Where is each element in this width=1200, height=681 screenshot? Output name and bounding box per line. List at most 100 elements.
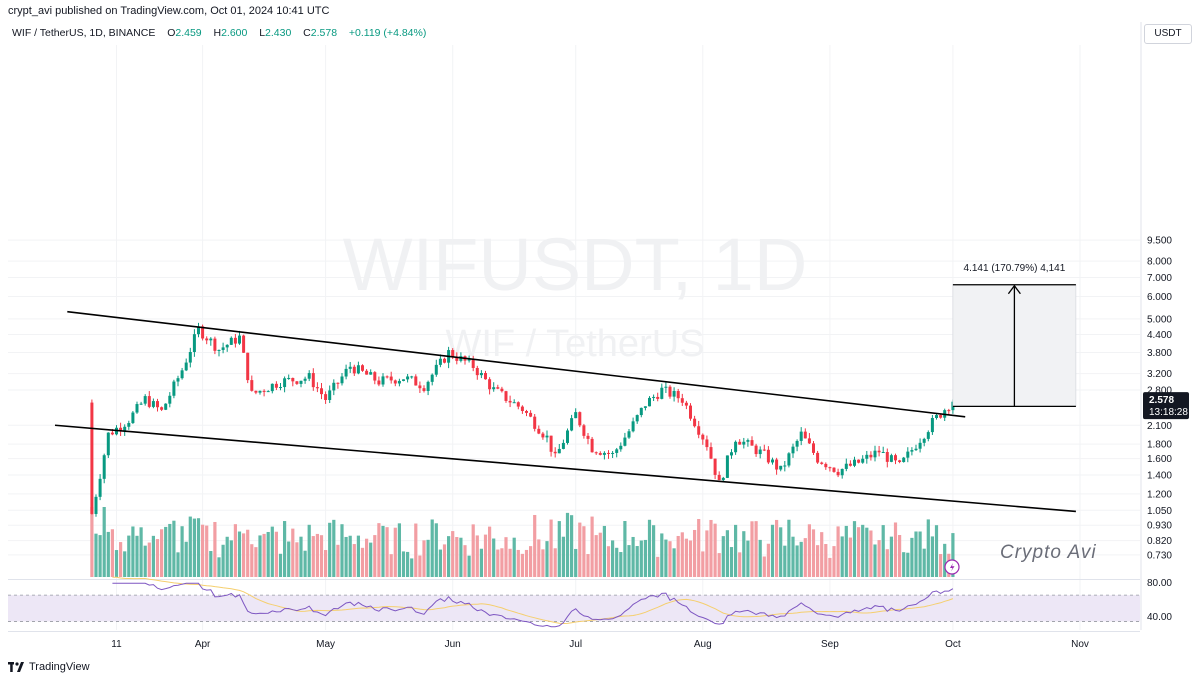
candle-body — [516, 402, 520, 407]
volume-bar — [824, 544, 828, 577]
candle-body — [570, 418, 574, 431]
price-tick-label: 5.000 — [1147, 314, 1172, 325]
candle-body — [434, 364, 438, 375]
volume-bar — [451, 531, 455, 577]
time-tick-label: May — [316, 639, 335, 650]
candle-body — [898, 460, 902, 462]
volume-bar — [492, 538, 496, 577]
volume-bar — [537, 539, 541, 577]
volume-bar — [709, 519, 713, 577]
volume-bar — [254, 547, 258, 577]
volume-bar — [299, 536, 303, 577]
volume-bar — [385, 527, 389, 577]
volume-bar — [746, 540, 750, 577]
candle-body — [180, 370, 184, 379]
price-tick-label: 9.500 — [1147, 236, 1172, 247]
candle-body — [287, 377, 291, 379]
volume-bar — [820, 532, 824, 577]
time-tick-label: Sep — [821, 639, 839, 650]
candle-body — [205, 338, 209, 341]
last-price-label: 2.578 — [1149, 395, 1174, 406]
high-label: H — [213, 27, 222, 39]
candle-body — [648, 397, 651, 407]
candle-body — [365, 370, 369, 375]
price-tick-label: 6.000 — [1147, 292, 1172, 303]
candle-body — [787, 453, 791, 466]
volume-bar — [270, 526, 274, 577]
volume-bar — [873, 544, 877, 577]
volume-bar — [155, 539, 160, 577]
candle-body — [520, 406, 524, 412]
volume-bar — [664, 539, 668, 577]
candle-body — [233, 337, 237, 344]
volume-bars — [90, 507, 955, 577]
candle-body — [795, 440, 799, 447]
volume-bar — [377, 523, 381, 577]
tradingview-brand-text: TradingView — [29, 661, 90, 673]
volume-bar — [315, 533, 319, 577]
candle-body — [438, 358, 442, 365]
volume-bar — [898, 535, 902, 577]
volume-bar — [734, 524, 738, 577]
volume-bar — [524, 549, 529, 577]
volume-bar — [180, 526, 184, 577]
candle-body — [947, 410, 951, 412]
volume-bar — [881, 525, 885, 577]
volume-bar — [426, 539, 430, 577]
price-tick-label: 0.930 — [1147, 521, 1172, 532]
candle-body — [742, 441, 746, 445]
price-tick-label: 3.200 — [1147, 369, 1172, 380]
candle-body — [684, 402, 688, 406]
candle-body — [430, 374, 434, 382]
volume-bar — [766, 543, 770, 577]
candle-body — [406, 376, 410, 380]
volume-bar — [172, 520, 176, 577]
candle-body — [902, 457, 906, 462]
candle-body — [98, 478, 102, 497]
volume-bar — [184, 541, 188, 577]
volume-bar — [471, 524, 475, 577]
volume-bar — [586, 554, 590, 577]
volume-bar — [857, 527, 861, 577]
last-price-tag — [1143, 392, 1189, 420]
candle-body — [746, 440, 750, 442]
candle-body — [750, 440, 754, 446]
candle-body — [816, 452, 820, 463]
volume-bar — [914, 531, 918, 577]
candle-body — [705, 439, 709, 448]
candle-body — [139, 403, 143, 405]
volume-bar — [340, 524, 344, 577]
volume-bar — [319, 535, 324, 577]
volume-bar — [147, 542, 151, 577]
volume-bar — [533, 514, 537, 577]
currency-button[interactable]: USDT — [1144, 24, 1192, 44]
volume-bar — [307, 524, 311, 577]
candle-body — [94, 496, 98, 514]
volume-bar — [783, 545, 787, 577]
candle-body — [541, 433, 545, 438]
volume-bar — [483, 534, 488, 577]
volume-bar — [742, 531, 746, 577]
candle-body — [725, 455, 729, 478]
volume-bar — [401, 551, 406, 577]
volume-bar — [242, 533, 246, 577]
volume-bar — [582, 526, 586, 577]
volume-bar — [192, 518, 196, 577]
volume-bar — [123, 551, 127, 577]
candle-body — [500, 388, 504, 392]
candle-body — [869, 454, 873, 458]
volume-bar — [688, 540, 693, 577]
volume-bar — [356, 535, 360, 577]
candle-body — [402, 379, 405, 381]
time-tick-label: Jul — [569, 639, 582, 650]
volume-bar — [430, 519, 434, 577]
candle-body — [488, 379, 492, 390]
candle-body — [397, 380, 401, 384]
alert-icon — [944, 559, 960, 575]
candle-body — [250, 380, 254, 391]
candle-body — [840, 468, 844, 476]
volume-bar — [926, 519, 930, 577]
volume-bar — [237, 531, 242, 577]
volume-bar — [795, 545, 799, 577]
